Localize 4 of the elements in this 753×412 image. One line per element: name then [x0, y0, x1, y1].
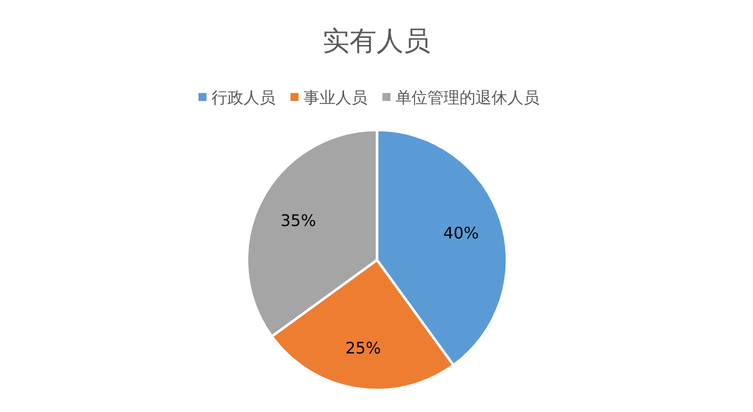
- title: 实有人员: [322, 26, 430, 57]
- legend-label: 单位管理的退休人员: [396, 88, 540, 107]
- legend-label: 事业人员: [304, 88, 368, 107]
- legend-label: 行政人员: [212, 88, 276, 107]
